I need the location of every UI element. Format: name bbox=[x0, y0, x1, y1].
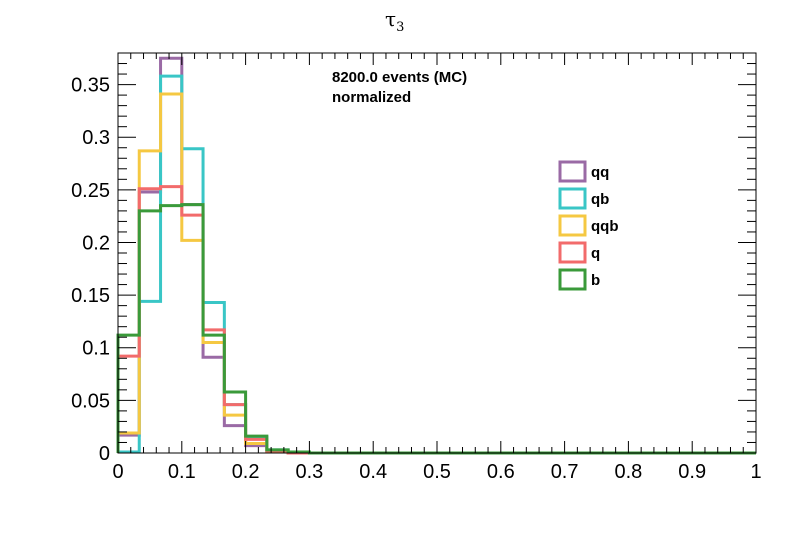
legend-swatch-qq bbox=[558, 160, 587, 183]
legend-swatch-q bbox=[558, 241, 587, 264]
y-tick-label: 0.25 bbox=[71, 180, 110, 202]
legend-label-b: b bbox=[591, 272, 600, 289]
legend-label-qb: qb bbox=[591, 191, 609, 208]
y-tick-label: 0 bbox=[99, 443, 110, 465]
y-tick-label: 0.1 bbox=[82, 338, 110, 360]
ticks-layer: 0 0.1 0.2 0.3 0.4 0.5 0.6 0.7 0.8 0.9 1 0 0.05 0.1 0.1… bbox=[71, 52, 762, 483]
chart-title-main: τ bbox=[385, 7, 396, 31]
legend-label-qq: qq bbox=[591, 164, 609, 181]
y-tick-label: 0.05 bbox=[71, 390, 110, 412]
annotation-events: 8200.0 events (MC) bbox=[332, 69, 467, 86]
legend-label-qqb: qqb bbox=[591, 218, 619, 235]
legend-swatch-b bbox=[558, 268, 587, 291]
y-tick-label: 0.2 bbox=[82, 232, 110, 254]
series-qq-line bbox=[116, 56, 756, 455]
legend-swatch-qb bbox=[558, 187, 587, 210]
x-tick-label: 0.3 bbox=[295, 461, 323, 483]
x-tick-label: 0.4 bbox=[359, 461, 387, 483]
x-tick-label: 0.7 bbox=[551, 461, 579, 483]
y-tick-label: 0.15 bbox=[71, 285, 110, 307]
x-tick-label: 0.1 bbox=[168, 461, 196, 483]
series-qqb-line bbox=[116, 92, 756, 455]
x-tick-label: 0.2 bbox=[232, 461, 260, 483]
series-layer bbox=[116, 56, 756, 455]
x-tick-label: 0.9 bbox=[678, 461, 706, 483]
legend-label-q: q bbox=[591, 245, 600, 262]
series-qb-line bbox=[116, 74, 756, 455]
legend-swatch-qqb bbox=[558, 214, 587, 237]
x-tick-label: 0.6 bbox=[487, 461, 515, 483]
y-tick-label: 0.3 bbox=[82, 127, 110, 149]
x-tick-label: 0.8 bbox=[614, 461, 642, 483]
series-q-line bbox=[116, 185, 756, 455]
chart-title-subscript: 3 bbox=[396, 20, 404, 35]
y-tick-label: 0.35 bbox=[71, 75, 110, 97]
annotations: 8200.0 events (MC) normalized bbox=[332, 69, 467, 106]
x-tick-label: 0.5 bbox=[423, 461, 451, 483]
chart-title: τ3 bbox=[385, 7, 404, 35]
plot-frame bbox=[117, 52, 757, 454]
x-tick-label: 0 bbox=[112, 461, 123, 483]
x-tick-label: 1 bbox=[750, 461, 761, 483]
annotation-normalized: normalized bbox=[332, 89, 411, 106]
